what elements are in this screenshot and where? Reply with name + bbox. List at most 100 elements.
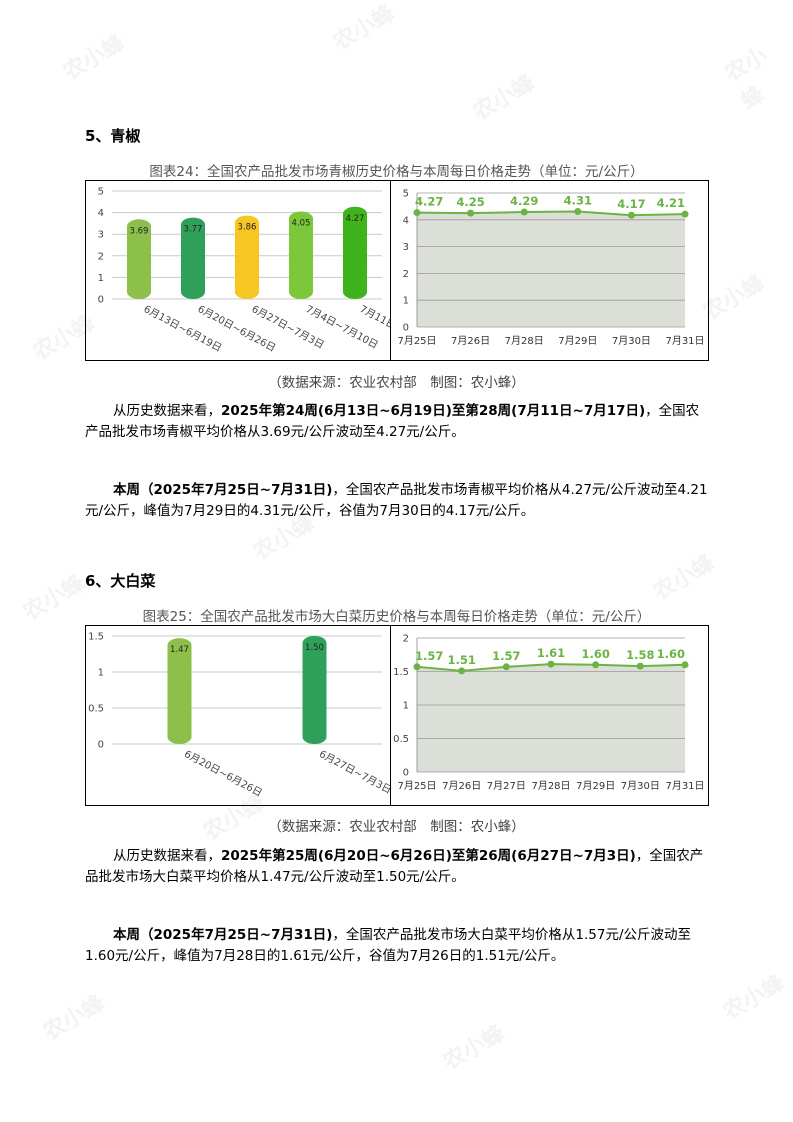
data-point <box>520 208 528 216</box>
watermark-logo: 农小蜂 <box>39 990 110 1046</box>
y-tick-label: 2 <box>98 251 104 262</box>
y-tick-label: 0 <box>98 740 104 751</box>
watermark-logo: 农小蜂 <box>649 550 720 606</box>
y-tick-label: 1 <box>403 701 409 712</box>
bar-value-label: 4.05 <box>292 219 311 229</box>
x-tick-label: 7月26日 <box>442 780 481 792</box>
y-tick-label: 3 <box>98 230 104 241</box>
history-bar-chart: 0123453.696月13日~6月19日3.776月20日~6月26日3.86… <box>98 187 440 355</box>
x-tick-label: 6月27日~7月3日 <box>317 748 390 796</box>
point-value-label: 4.17 <box>617 197 645 211</box>
bar-value-label: 1.50 <box>305 643 324 653</box>
history-bar-chart-box: 0 0.5 1 1.5 1.47 6月20日~6月26日 1.50 6月27日~7月3日 <box>85 625 394 806</box>
bar <box>343 206 367 299</box>
paragraph-tail: ，全国农产品批发市场大白菜平均价格从1.47元/公斤波动至1.50元/公斤。 <box>85 848 704 885</box>
weekly-line-chart: 0 0.5 1 1.5 2 1.57 7月25日 1.51 7月26日 1.57 7月27日 1.61… <box>393 634 704 793</box>
bar-value-label: 1.47 <box>170 645 189 655</box>
y-tick-label: 2 <box>403 634 409 645</box>
paragraph-this-week: 本周（2025年7月25日~7月31日)，全国农产品批发市场青椒平均价格从4.2… <box>85 480 710 522</box>
watermark-logo: 农小蜂 <box>469 70 540 126</box>
data-point <box>467 209 475 217</box>
x-tick-label: 7月29日 <box>576 780 615 792</box>
paragraph-history: 从历史数据来看，2025年第24周(6月13日~6月19日)至第28周(7月11… <box>85 401 710 443</box>
history-bar-chart-box: 0 1 2 3 4 5 3.69 6月13日~6月19日 3.77 6月20日~6月26日 3.86… <box>85 180 440 361</box>
x-tick-label: 7月28日 <box>531 780 570 792</box>
paragraph-tail: ，全国农产品批发市场青椒平均价格从3.69元/公斤波动至4.27元/公斤。 <box>85 403 700 440</box>
y-tick-label: 0.5 <box>393 734 409 745</box>
bar <box>302 636 327 744</box>
y-tick-label: 1 <box>98 273 104 284</box>
paragraph-bold: 本周（2025年7月25日~7月31日) <box>113 927 333 943</box>
point-value-label: 1.51 <box>447 653 475 667</box>
data-point <box>681 661 689 669</box>
series-line <box>416 210 686 217</box>
chart-caption: 图表24：全国农产品批发市场青椒历史价格与本周每日价格走势（单位：元/公斤） <box>149 164 644 180</box>
point-value-label: 4.27 <box>415 195 443 209</box>
x-tick-label: 7月31日 <box>665 335 704 347</box>
y-tick-label: 0.5 <box>88 704 104 715</box>
point-value-label: 1.61 <box>537 646 565 660</box>
y-tick-label: 1 <box>98 668 104 679</box>
history-bar-chart: 0 0.5 1 1.5 1.47 6月20日~6月26日 1.50 6月27日~7月3日 <box>88 632 393 800</box>
point-value-label: 4.21 <box>657 196 685 210</box>
bar <box>167 638 192 744</box>
y-tick-label: 5 <box>98 187 104 198</box>
data-point <box>627 211 635 219</box>
point-value-label: 4.25 <box>456 195 484 209</box>
y-tick-label: 4 <box>98 208 104 219</box>
x-tick-label: 7月27日 <box>487 780 526 792</box>
area-fill <box>417 211 685 327</box>
y-tick-label: 4 <box>403 215 409 226</box>
watermark-logo: 农小蜂 <box>719 970 790 1026</box>
weekly-line-chart: 0 1 2 3 4 5 4.27 7月25日 4.25 7月26日 4.29 7月28日 4.31 7月2… <box>397 189 704 348</box>
paragraph-tail: ，全国农产品批发市场青椒平均价格从4.27元/公斤波动至4.21元/公斤，峰值为… <box>85 482 708 519</box>
x-tick-label: 7月30日 <box>621 780 660 792</box>
y-tick-label: 1 <box>403 296 409 307</box>
chart-caption: 图表25：全国农产品批发市场大白菜历史价格与本周每日价格走势（单位：元/公斤） <box>142 609 651 625</box>
point-value-label: 1.57 <box>492 649 520 663</box>
bar <box>235 215 259 299</box>
watermark-logo: 农小蜂 <box>721 43 772 115</box>
watermark-logo: 农小蜂 <box>329 0 400 56</box>
paragraph-bold: 本周（2025年7月25日~7月31日) <box>113 482 333 498</box>
paragraph-lead: 从历史数据来看， <box>113 848 221 864</box>
point-value-label: 1.60 <box>657 647 685 661</box>
bar-value-label: 3.86 <box>238 223 257 233</box>
point-value-label: 1.58 <box>626 648 654 662</box>
bar <box>289 211 313 299</box>
area-fill <box>417 664 685 772</box>
data-point <box>413 663 421 671</box>
x-tick-label: 7月29日 <box>558 335 597 347</box>
data-point <box>681 210 689 218</box>
bar <box>181 217 205 299</box>
paragraph-tail: ，全国农产品批发市场大白菜平均价格从1.57元/公斤波动至1.60元/公斤，峰值… <box>85 927 692 964</box>
x-tick-label: 7月30日 <box>612 335 651 347</box>
section-heading: 5、青椒 <box>85 127 141 145</box>
x-tick-label: 7月26日 <box>451 335 490 347</box>
data-point <box>574 207 582 215</box>
y-tick-label: 2 <box>403 269 409 280</box>
y-tick-label: 3 <box>403 242 409 253</box>
x-tick-label: 7月28日 <box>505 335 544 347</box>
data-point <box>502 663 510 671</box>
data-point <box>413 209 421 217</box>
paragraph-lead: 从历史数据来看， <box>113 403 221 419</box>
paragraph-bold: 2025年第24周(6月13日~6月19日)至第28周(7月11日~7月17日) <box>221 403 646 419</box>
weekly-line-chart-box: 0 0.5 1 1.5 2 1.57 7月25日 1.51 7月26日 1.57 7月27日 1.61… <box>390 625 709 806</box>
point-value-label: 1.57 <box>415 649 443 663</box>
point-value-label: 4.31 <box>564 193 592 207</box>
watermark-logo: 农小蜂 <box>59 30 130 86</box>
x-tick-label: 6月20日~6月26日 <box>182 748 264 799</box>
watermark-logo: 农小蜂 <box>439 1020 510 1076</box>
point-value-label: 1.60 <box>581 647 609 661</box>
y-tick-label: 1.5 <box>88 632 104 643</box>
y-tick-label: 1.5 <box>393 667 409 678</box>
data-source-note: （数据来源：农业农村部 制图：农小蜂） <box>268 819 525 835</box>
data-point <box>636 662 644 670</box>
x-tick-label: 7月25日 <box>397 780 436 792</box>
y-tick-label: 0 <box>403 323 409 334</box>
data-point <box>547 660 555 668</box>
point-value-label: 4.29 <box>510 194 538 208</box>
weekly-line-chart-box: 0 1 2 3 4 5 4.27 7月25日 4.25 7月26日 4.29 7月28日 4.31 7月2… <box>390 180 709 361</box>
bar-value-label: 3.69 <box>130 226 149 236</box>
